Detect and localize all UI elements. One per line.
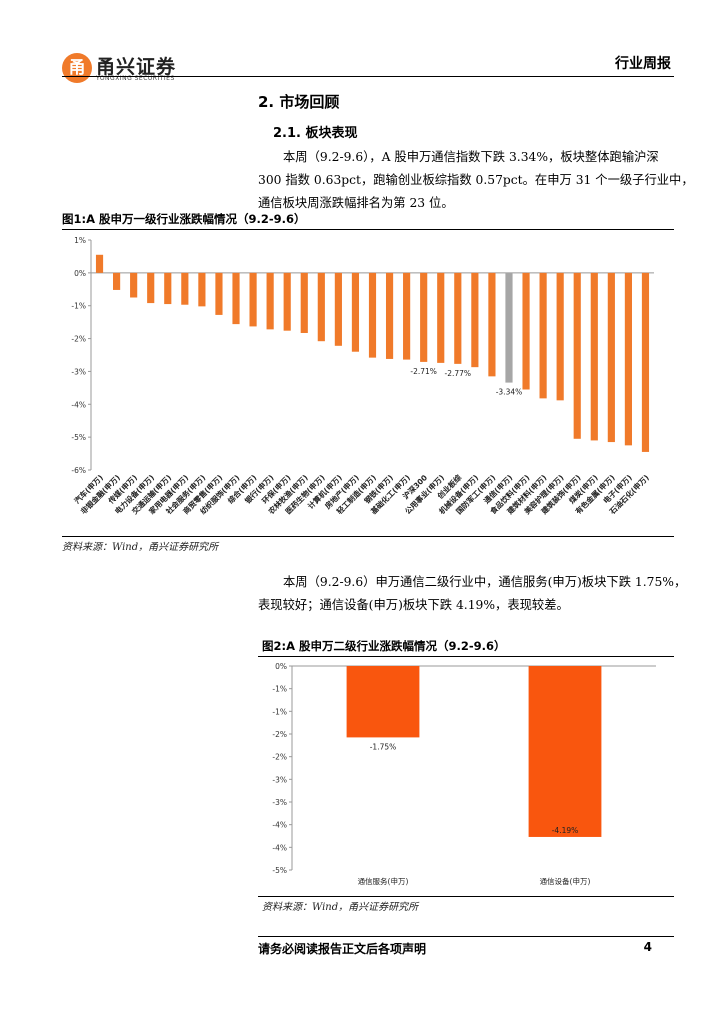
chart2-bar	[528, 666, 602, 837]
chart1-bar	[437, 272, 445, 363]
section-subtitle: 2.1. 板块表现	[273, 126, 358, 141]
chart1-bar	[624, 272, 632, 446]
chart1-bar	[454, 272, 462, 364]
chart1-bar	[95, 254, 104, 273]
chart1-bar	[232, 272, 240, 325]
chart2-data-label: -1.75%	[370, 742, 397, 751]
chart1-bar	[351, 272, 360, 352]
chart1-y-tick-label: 0%	[74, 269, 86, 278]
chart2-y-tick-label: -1%	[272, 685, 287, 694]
chart1-bar	[300, 272, 308, 333]
chart2-y-tick-label: -2%	[272, 753, 287, 762]
section-title: 2. 市场回顾	[258, 93, 340, 111]
chart2-y-tick-label: -1%	[272, 707, 287, 716]
chart1-bar	[198, 272, 206, 307]
chart1-y-tick-label: -5%	[71, 433, 86, 442]
brand-logo-icon: 甬	[62, 53, 92, 83]
chart2-y-tick-label: -2%	[272, 730, 287, 739]
chart1-bar	[283, 272, 291, 331]
chart1-y-tick-label: 1%	[74, 236, 86, 245]
header-rule	[62, 76, 674, 77]
paragraph-line: 本周（9.2-9.6），A 股申万通信指数下跌 3.34%，板块整体跑输沪深	[283, 150, 659, 164]
chart1-bar	[317, 272, 325, 342]
chart2-y-tick-label: -4%	[272, 843, 287, 852]
chart1-bar	[488, 272, 496, 377]
page-number: 4	[643, 940, 652, 954]
figure1-top-rule	[62, 229, 674, 230]
chart1-y-tick-label: -6%	[71, 466, 86, 475]
chart1-bar	[334, 272, 342, 346]
chart1-bar	[164, 272, 172, 305]
chart1-y-tick-label: -4%	[71, 400, 86, 409]
chart1-bar	[522, 272, 530, 390]
chart1-bar	[385, 272, 394, 359]
chart1-bar	[590, 272, 598, 441]
paragraph-2: 本周（9.2-9.6）申万通信二级行业中，通信服务(申万)板块下跌 1.75%，…	[258, 571, 687, 617]
chart1-data-label: -2.71%	[410, 367, 437, 376]
chart2-data-label: -4.19%	[552, 826, 579, 835]
paragraph-line: 通信板块周涨跌幅排名为第 23 位。	[258, 196, 454, 210]
chart1-bar	[147, 272, 155, 304]
chart2-y-tick-label: -4%	[272, 821, 287, 830]
chart2-bar	[346, 666, 420, 738]
chart1-bar	[368, 272, 377, 358]
chart-2: 0% -1% -1% -2% -2% -3% -3% -4% -4% -5% -1.75% 通信服务(…	[272, 662, 656, 886]
paragraph-1: 本周（9.2-9.6），A 股申万通信指数下跌 3.34%，板块整体跑输沪深 3…	[258, 146, 694, 215]
chart1-data-label: -2.77%	[445, 369, 472, 378]
chart2-y-tick-label: -3%	[272, 775, 287, 784]
figure2-source: 资料来源：Wind，甬兴证券研究所	[262, 902, 419, 913]
report-type: 行业周报	[615, 56, 671, 72]
figure1-title: 图1:A 股申万一级行业涨跌幅情况（9.2-9.6）	[62, 212, 306, 226]
footer-rule	[258, 936, 674, 937]
paragraph-line: 本周（9.2-9.6）申万通信二级行业中，通信服务(申万)板块下跌 1.75%，	[283, 575, 687, 589]
figure1-source: 资料来源：Wind，甬兴证券研究所	[62, 542, 219, 553]
chart1-bar	[130, 272, 138, 298]
chart1-y-tick-label: -3%	[71, 367, 86, 376]
chart1-bar	[539, 272, 547, 399]
chart1-y-tick-label: -2%	[71, 335, 86, 344]
footer-disclaimer: 请务必阅读报告正文后各项声明	[258, 942, 427, 956]
brand-name: 甬兴证券	[96, 56, 177, 78]
chart2-y-tick-label: -5%	[272, 866, 287, 875]
figure2-bottom-rule	[258, 896, 674, 897]
figure2-title: 图2:A 股申万二级行业涨跌幅情况（9.2-9.6）	[262, 639, 506, 653]
figure1-bottom-rule	[62, 536, 674, 537]
chart2-y-tick-label: -3%	[272, 798, 287, 807]
chart2-x-tick-label: 通信设备(申万)	[540, 876, 591, 886]
chart1-bar	[113, 272, 121, 290]
paragraph-line: 表现较好；通信设备(申万)板块下跌 4.19%，表现较差。	[258, 598, 569, 612]
chart2-x-tick-label: 通信服务(申万)	[358, 876, 409, 886]
chart1-bar	[471, 272, 479, 368]
chart1-bar	[556, 272, 564, 401]
chart1-y-tick-label: -1%	[71, 302, 86, 311]
chart1-bar	[573, 272, 581, 439]
chart1-bar	[607, 272, 615, 443]
chart1-bar	[403, 272, 411, 360]
figure2-top-rule	[258, 656, 674, 657]
chart1-bar	[420, 272, 428, 362]
chart1-bar	[215, 272, 223, 315]
chart1-bar	[266, 272, 274, 330]
chart1-bar	[181, 272, 189, 305]
chart-1: 1%0%-1%-2%-3%-4%-5%-6%汽车(申万)非银金融(申万)传媒(申…	[71, 236, 654, 517]
chart1-bar	[249, 272, 257, 327]
paragraph-line: 300 指数 0.63pct，跑输创业板综指数 0.57pct。在申万 31 个…	[258, 173, 694, 187]
chart1-bar	[641, 272, 650, 452]
chart1-data-label: -3.34%	[496, 388, 523, 397]
brand-name-en: YONGXING SECURITIES	[96, 75, 175, 82]
brand-logo-glyph: 甬	[68, 58, 86, 78]
chart2-y-tick-label: 0%	[275, 662, 287, 671]
chart1-bar	[505, 272, 513, 383]
